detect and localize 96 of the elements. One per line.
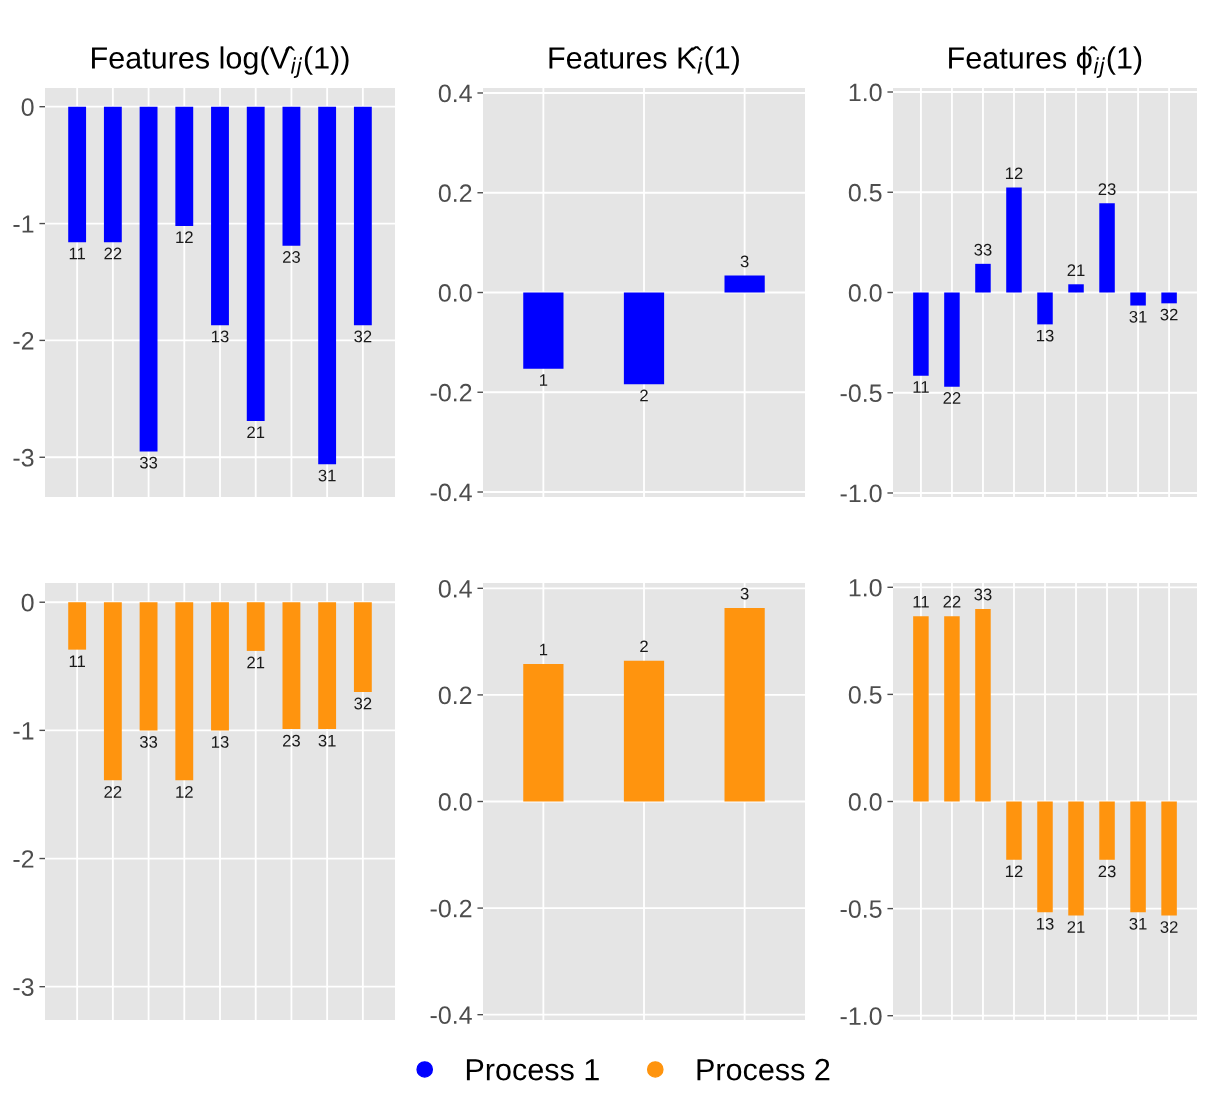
y-tick-label: 0.5 [848, 183, 882, 202]
category-label: 13 [1037, 329, 1054, 342]
chart-title: Features log(V̂$_{ij}$(1)) [92, 46, 349, 78]
category-label: 12 [1005, 167, 1023, 180]
category-label: 32 [354, 697, 372, 710]
bar [944, 616, 960, 802]
x-tick-label: 2 [640, 640, 648, 653]
y-tick-label: -3 [13, 448, 34, 467]
bar [1099, 203, 1115, 293]
y-tick-label: 0.0 [848, 793, 882, 811]
y-tick-label: -0.4 [430, 1006, 472, 1024]
category-label: 21 [1067, 921, 1085, 933]
category-label: 23 [1098, 865, 1116, 878]
category-label: 21 [247, 656, 265, 669]
x-tick-label: 3 [740, 587, 749, 600]
category-label: 32 [1160, 308, 1178, 321]
bar [1068, 284, 1084, 293]
y-tick-label: -1 [13, 722, 34, 740]
category-label: 33 [139, 736, 158, 748]
y-tick-label: -2 [13, 332, 34, 350]
chart-title: Features ϕ̂$_{ij}$(1) [949, 46, 1142, 78]
y-tick-label: 1.0 [849, 578, 882, 597]
category-label: 31 [318, 734, 336, 747]
category-label: 12 [176, 231, 193, 243]
x-tick-label: 1 [540, 374, 548, 386]
legend-label: Process 2 [697, 1058, 830, 1081]
category-label: 33 [974, 243, 992, 256]
bar [1130, 801, 1146, 913]
y-tick-label: -2 [13, 850, 34, 868]
y-tick-label: -0.4 [430, 483, 472, 502]
category-label: 23 [283, 251, 300, 263]
y-tick-label: 0.4 [438, 84, 472, 103]
bar [1037, 292, 1053, 325]
bar [1006, 187, 1022, 293]
y-tick-label: 0.5 [848, 685, 882, 704]
category-label: 21 [1067, 264, 1085, 276]
category-label: 22 [943, 595, 961, 608]
category-label: 12 [176, 786, 193, 798]
category-label: 21 [247, 426, 265, 439]
bar [1068, 801, 1084, 916]
bar [724, 608, 765, 802]
category-label: 31 [1129, 310, 1147, 323]
bar [975, 263, 991, 293]
category-label: 13 [212, 736, 229, 748]
bar [1006, 801, 1022, 860]
bar [975, 608, 991, 802]
legend-label: Process 1 [466, 1059, 599, 1081]
bar [1130, 292, 1146, 306]
bar [1161, 801, 1177, 916]
category-label: 11 [913, 381, 929, 393]
category-label: 22 [943, 392, 961, 404]
bar [944, 292, 960, 387]
y-tick-label: 0.2 [438, 184, 472, 203]
x-tick-label: 2 [640, 389, 648, 402]
y-tick-label: 0.0 [438, 793, 472, 811]
bar [913, 616, 929, 802]
category-label: 23 [1098, 183, 1116, 196]
bar [1037, 801, 1053, 913]
bar [913, 292, 929, 376]
y-tick-label: -1.0 [840, 484, 882, 503]
category-label: 22 [104, 786, 122, 798]
y-tick-label: 1.0 [849, 83, 882, 102]
x-tick-label: 3 [740, 255, 749, 268]
y-tick-label: -1.0 [840, 1007, 882, 1026]
category-label: 22 [104, 247, 122, 260]
category-label: 13 [212, 330, 229, 343]
y-tick-label: 0.0 [438, 284, 472, 302]
category-label: 11 [913, 596, 929, 608]
category-label: 12 [1005, 865, 1023, 878]
y-tick-label: -1 [13, 215, 34, 233]
bar [523, 664, 564, 802]
category-label: 11 [69, 655, 85, 667]
category-label: 31 [318, 469, 336, 482]
y-tick-label: 0 [21, 98, 34, 116]
y-tick-label: 0.2 [438, 686, 472, 705]
y-tick-label: -0.5 [840, 384, 882, 403]
x-tick-label: 1 [540, 643, 548, 656]
y-tick-label: -0.2 [430, 899, 472, 918]
category-label: 32 [1160, 921, 1178, 933]
category-label: 31 [1129, 917, 1147, 930]
bar [1099, 801, 1115, 860]
category-label: 32 [354, 330, 372, 343]
chart-title: Features K̂$_{i}$(1) [549, 46, 739, 75]
bar [623, 660, 665, 802]
category-label: 23 [283, 734, 300, 747]
y-tick-label: 0 [21, 593, 34, 612]
category-label: 13 [1037, 917, 1054, 930]
y-tick-label: -3 [13, 978, 34, 996]
category-label: 33 [974, 588, 992, 601]
y-tick-label: 0.4 [438, 579, 472, 598]
y-tick-label: -0.2 [430, 383, 472, 402]
category-label: 33 [139, 456, 158, 469]
category-label: 11 [69, 247, 85, 260]
y-tick-label: -0.5 [840, 900, 882, 918]
bar [1161, 292, 1177, 304]
y-tick-label: 0.0 [848, 284, 882, 302]
